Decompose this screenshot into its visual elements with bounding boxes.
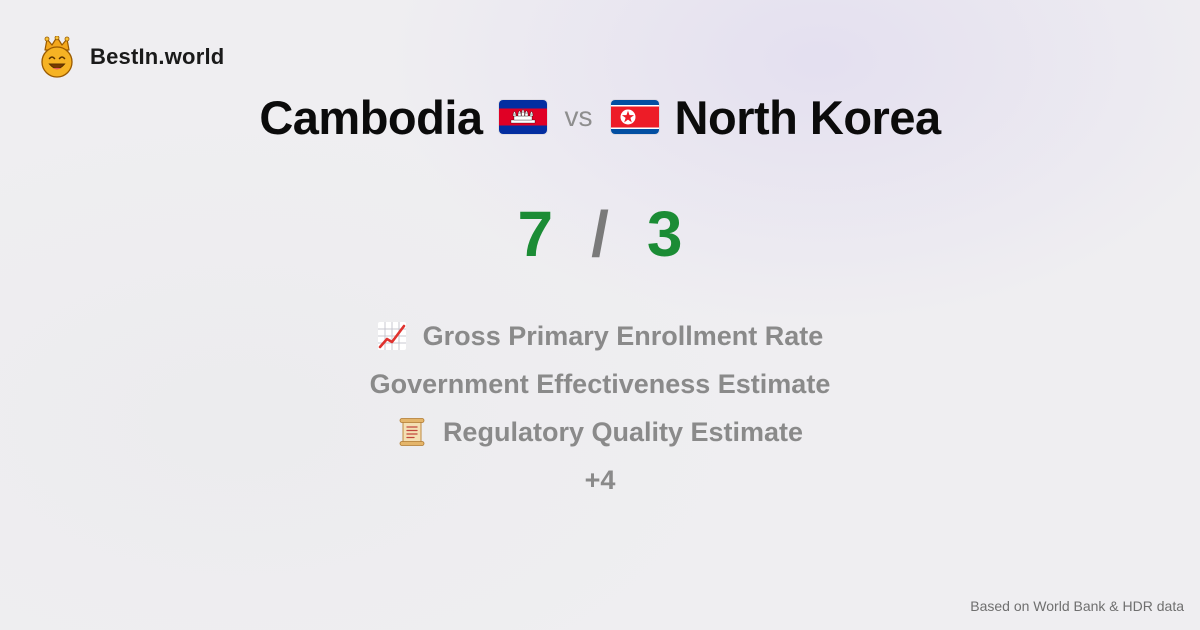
score-row: 7 / 3 [0,196,1200,272]
metric-label: Gross Primary Enrollment Rate [422,320,824,351]
vs-label: vs [564,101,593,132]
chart-increasing-icon [377,322,406,350]
crown-smiley-icon [41,36,73,78]
metric-label: Regulatory Quality Estimate [442,416,804,447]
metric-item[interactable]: Government Effectiveness Estimate [370,360,831,408]
score-country-b: 3 [646,198,683,270]
north-korea-flag-icon [610,100,659,134]
score-separator: / [591,198,609,270]
metric-item[interactable]: Regulatory Quality Estimate [397,408,803,456]
metric-item[interactable]: Gross Primary Enrollment Rate [377,312,824,360]
cambodia-flag-icon [498,100,547,134]
metrics-list: Gross Primary Enrollment Rate Government… [0,312,1200,504]
brand-name: BestIn.world [90,44,225,69]
metric-label: Government Effectiveness Estimate [369,368,831,399]
data-source-note: Based on World Bank & HDR data [970,598,1184,614]
brand-header[interactable]: BestIn.world [38,36,224,78]
country-b-name[interactable]: North Korea [674,90,942,144]
more-metrics-count[interactable]: +4 [585,456,616,504]
more-metrics-label: +4 [584,464,616,495]
score-country-a: 7 [517,198,554,270]
comparison-title: Cambodia vs North Korea [0,88,1200,146]
country-a-name[interactable]: Cambodia [259,90,483,144]
scroll-icon [399,418,425,446]
